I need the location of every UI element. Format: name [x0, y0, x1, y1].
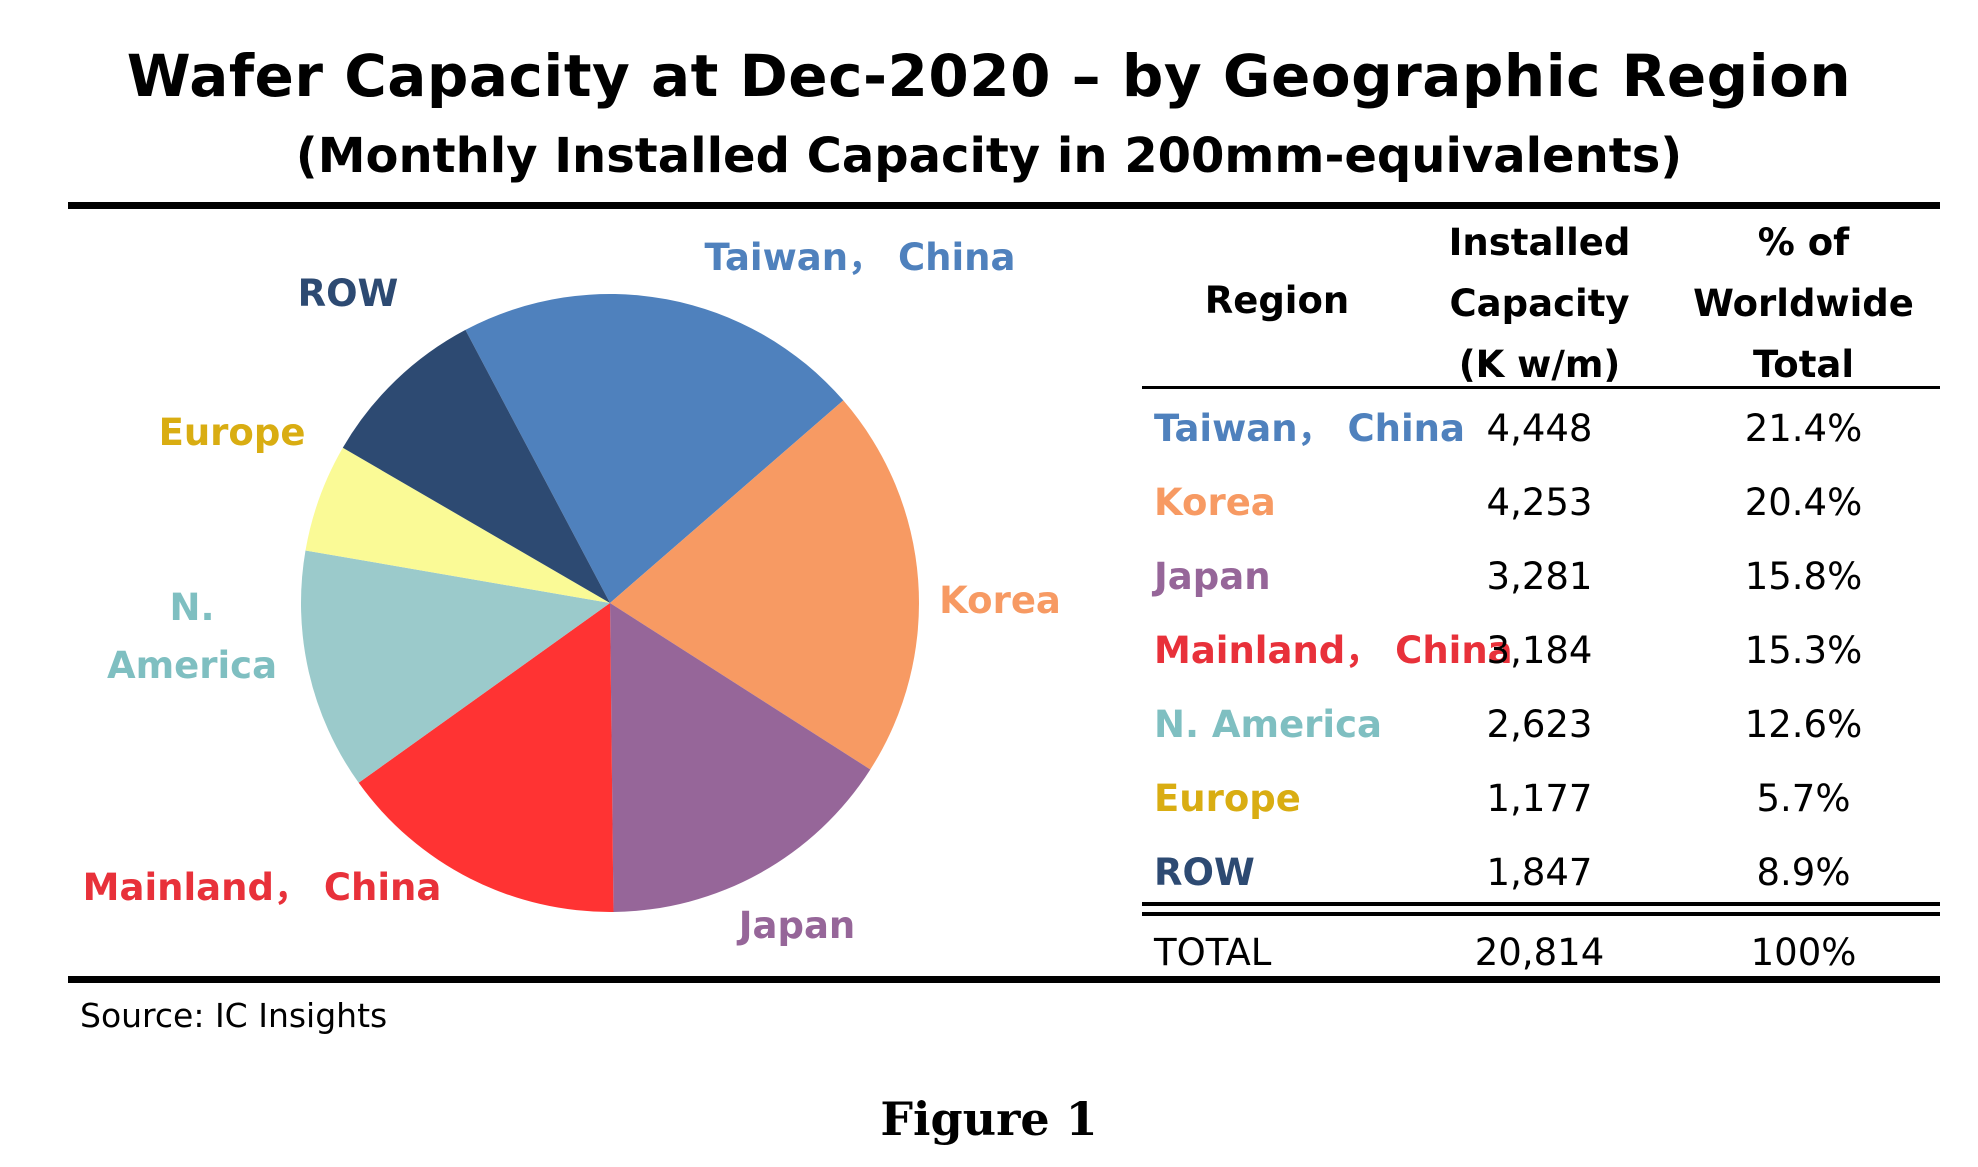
header-rule [1142, 386, 1940, 389]
source-note: Source: IC Insights [80, 996, 388, 1035]
total-row: TOTAL 20,814 100% [1142, 916, 1940, 990]
pie-label: Korea [939, 579, 1061, 622]
row-percent: 21.4% [1744, 407, 1863, 450]
table-row: Europe 1,177 5.7% [1142, 762, 1940, 836]
pie-label: Europe [159, 411, 306, 454]
pie-label: Taiwan， China [705, 236, 1016, 279]
table-row: Mainland， China 3,184 15.3% [1142, 614, 1940, 688]
table-row: ROW 1,847 8.9% [1142, 836, 1940, 910]
total-percent: 100% [1750, 931, 1857, 974]
table-row: Taiwan， China 4,448 21.4% [1142, 392, 1940, 466]
capacity-table: Region Installed Capacity (K w/m) % of W… [1142, 212, 1940, 974]
row-capacity: 1,177 [1486, 777, 1593, 820]
header-percent: % of Worldwide Total [1667, 212, 1940, 390]
pie-slice [610, 603, 871, 912]
table-row: N. America 2,623 12.6% [1142, 688, 1940, 762]
pie-label: Mainland， China [83, 866, 442, 909]
total-capacity: 20,814 [1474, 931, 1605, 974]
chart-title: Wafer Capacity at Dec-2020 – by Geograph… [126, 42, 1852, 110]
header-capacity-line-2: Capacity [1449, 282, 1630, 325]
pie-slice [305, 447, 610, 603]
pie-label: N. America [107, 586, 277, 687]
pie-label: ROW [298, 272, 399, 315]
pie-slice [342, 329, 610, 603]
row-percent: 15.3% [1744, 629, 1863, 672]
row-percent: 20.4% [1744, 481, 1863, 524]
row-region: ROW [1154, 851, 1255, 894]
header-region: Region [1204, 279, 1350, 322]
top-rule [68, 202, 1940, 209]
row-capacity: 1,847 [1486, 851, 1593, 894]
pie-slice [610, 400, 919, 770]
table-row: Japan 3,281 15.8% [1142, 540, 1940, 614]
pie-chart: Taiwan， China Korea Japan Mainland， China N.… [83, 236, 1061, 947]
header-percent-line-2: Worldwide [1693, 282, 1914, 325]
row-capacity: 3,281 [1486, 555, 1593, 598]
row-capacity: 2,623 [1486, 703, 1593, 746]
row-percent: 12.6% [1744, 703, 1863, 746]
row-region: Japan [1154, 555, 1271, 598]
table-row: Korea 4,253 20.4% [1142, 466, 1940, 540]
pie-slice [358, 603, 614, 912]
row-region: Europe [1154, 777, 1301, 820]
header-percent-line-1: % of [1757, 221, 1850, 264]
row-capacity: 3,184 [1486, 629, 1593, 672]
row-percent: 15.8% [1744, 555, 1863, 598]
total-rule-upper [1142, 902, 1940, 906]
row-region: Mainland， China [1154, 629, 1513, 672]
row-region: Taiwan， China [1154, 407, 1465, 450]
row-percent: 5.7% [1756, 777, 1851, 820]
total-rule-lower [1142, 912, 1940, 916]
chart-subtitle: (Monthly Installed Capacity in 200mm-equ… [295, 128, 1683, 184]
pie-slice [465, 294, 844, 603]
pie-label: Japan [736, 904, 856, 947]
row-percent: 8.9% [1756, 851, 1851, 894]
figure-caption: Figure 1 [880, 1092, 1098, 1146]
row-region: Korea [1154, 481, 1276, 524]
row-region: N. America [1154, 703, 1383, 746]
row-capacity: 4,253 [1486, 481, 1593, 524]
total-label: TOTAL [1154, 931, 1272, 974]
bottom-rule [68, 976, 1940, 983]
pie-slice [300, 550, 610, 783]
header-capacity-line-1: Installed [1448, 221, 1631, 264]
header-capacity: Installed Capacity (K w/m) [1412, 212, 1667, 390]
row-capacity: 4,448 [1486, 407, 1593, 450]
header-percent-line-3: Total [1752, 343, 1855, 386]
header-capacity-line-3: (K w/m) [1458, 343, 1621, 386]
